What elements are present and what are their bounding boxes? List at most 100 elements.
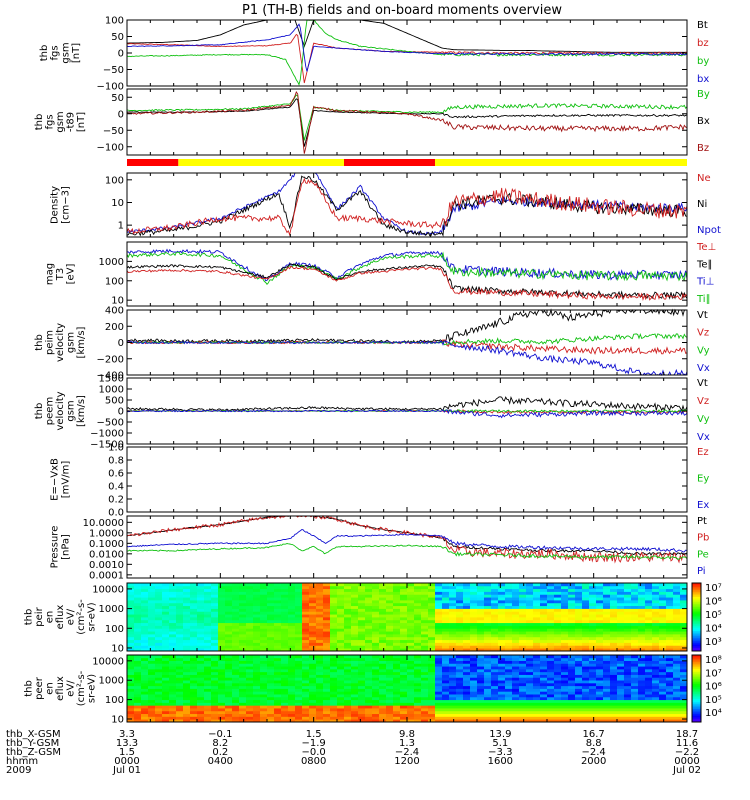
colorbar-cell xyxy=(692,634,701,637)
spectrogram-cell xyxy=(365,668,373,673)
spectrogram-cell xyxy=(344,671,352,675)
spectrogram-cell xyxy=(267,591,275,595)
spectrogram-cell xyxy=(253,594,261,598)
spectrogram-cell xyxy=(190,666,198,670)
spectrogram-cell xyxy=(232,674,240,678)
spectrogram-cell xyxy=(288,710,296,715)
spectrogram-cell xyxy=(337,600,345,604)
spectrogram-cell xyxy=(421,634,429,638)
spectrogram-cell xyxy=(372,674,380,678)
spectrogram-cell xyxy=(680,600,688,604)
legend-entry: Bx xyxy=(697,116,710,127)
spectrogram-cell xyxy=(603,594,611,598)
time-axis-value: Jul 01 xyxy=(112,765,141,776)
spectrogram-cell xyxy=(316,691,324,695)
spectrogram-cell xyxy=(435,625,443,629)
spectrogram-cell xyxy=(603,696,611,701)
spectrogram-cell xyxy=(323,588,331,592)
spectrogram-cell xyxy=(582,636,590,641)
spectrogram-cell xyxy=(253,597,261,601)
spectrogram-cell xyxy=(393,594,401,598)
spectrogram-cell xyxy=(617,617,625,621)
spectrogram-cell xyxy=(295,631,303,635)
spectrogram-cell xyxy=(162,657,170,661)
spectrogram-cell xyxy=(386,588,394,592)
spectrogram-cell xyxy=(414,655,422,659)
spectrogram-cell xyxy=(281,594,289,598)
y-tick-label: 0.1000 xyxy=(89,539,124,550)
spectrogram-cell xyxy=(645,619,653,624)
spectrogram-cell xyxy=(351,639,359,643)
time-axis-value: 16.7 xyxy=(583,729,605,740)
spectrogram-cell xyxy=(456,713,464,717)
spectrogram-cell xyxy=(673,666,681,670)
spectrogram-cell xyxy=(498,639,506,643)
spectrogram-cell xyxy=(323,591,331,595)
spectrogram-cell xyxy=(169,705,177,709)
spectrogram-cell xyxy=(526,625,534,629)
spectrogram-cell xyxy=(638,699,646,703)
spectrogram-cell xyxy=(134,619,142,624)
y-tick-label: 0 xyxy=(118,49,124,60)
spectrogram-cell xyxy=(575,617,583,621)
spectrogram-cell xyxy=(421,719,429,723)
spectrogram-cell xyxy=(372,699,380,703)
spectrogram-cell xyxy=(547,617,555,621)
spectrogram-cell xyxy=(148,660,156,664)
spectrogram-cell xyxy=(680,594,688,598)
spectrogram-cell xyxy=(414,691,422,695)
spectrogram-cell xyxy=(211,619,219,624)
spectrogram-cell xyxy=(673,628,681,632)
spectrogram-cell xyxy=(351,699,359,703)
spectrogram-cell xyxy=(302,671,310,675)
spectrogram-cell xyxy=(183,716,191,720)
spectrogram-cell xyxy=(442,680,450,684)
time-axis-value: 9.8 xyxy=(399,729,415,740)
spectrogram-cell xyxy=(505,694,513,698)
spectrogram-cell xyxy=(358,605,366,609)
spectrogram-cell xyxy=(351,691,359,695)
spectrogram-cell xyxy=(232,716,240,720)
spectrogram-cell xyxy=(204,608,212,612)
spectrogram-cell xyxy=(421,636,429,641)
spectrogram-cell xyxy=(267,691,275,695)
spectrogram-cell xyxy=(407,694,415,698)
spectrogram-cell xyxy=(470,608,478,612)
spectrogram-cell xyxy=(463,628,471,632)
spectrogram-cell xyxy=(652,628,660,632)
spectrogram-cell xyxy=(330,588,338,592)
spectrogram-cell xyxy=(470,719,478,723)
spectrogram-cell xyxy=(365,642,373,646)
spectrogram-cell xyxy=(239,605,247,609)
spectrogram-cell xyxy=(519,688,527,692)
spectrogram-cell xyxy=(540,642,548,646)
spectrogram-cell xyxy=(218,639,226,643)
spectrogram-cell xyxy=(673,583,681,587)
spectrogram-cell xyxy=(169,691,177,695)
spectrogram-cell xyxy=(603,639,611,643)
spectrogram-cell xyxy=(372,645,380,649)
spectrogram-cell xyxy=(456,594,464,598)
legend-entry: Vx xyxy=(697,432,710,443)
spectrogram-cell xyxy=(575,663,583,667)
spectrogram-cell xyxy=(414,591,422,595)
spectrogram-cell xyxy=(267,702,275,706)
spectrogram-cell xyxy=(414,636,422,641)
spectrogram-cell xyxy=(379,594,387,598)
spectrogram-cell xyxy=(225,666,233,670)
series-line-Ti⊥ xyxy=(126,248,688,282)
spectrogram-cell xyxy=(519,636,527,641)
spectrogram-cell xyxy=(316,591,324,595)
spectrogram-cell xyxy=(218,705,226,709)
spectrogram-cell xyxy=(596,691,604,695)
spectrogram-cell xyxy=(253,619,261,624)
spectrogram-cell xyxy=(169,611,177,615)
spectrogram-cell xyxy=(547,666,555,670)
spectrogram-cell xyxy=(148,685,156,689)
spectrogram-cell xyxy=(589,694,597,698)
spectrogram-cell xyxy=(463,696,471,701)
spectrogram-cell xyxy=(302,636,310,641)
colorbar-cell xyxy=(692,583,701,586)
spectrogram-cell xyxy=(582,625,590,629)
spectrogram-cell xyxy=(603,694,611,698)
